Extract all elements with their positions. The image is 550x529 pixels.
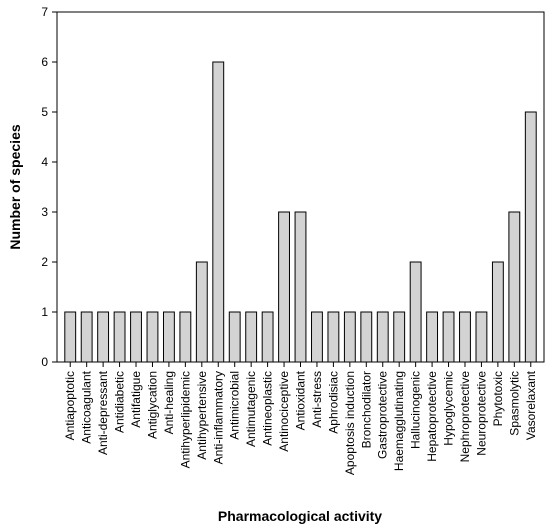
bar-phytotoxic (491, 261, 504, 363)
y-tick-label: 7 (41, 5, 48, 19)
x-tick-label: Anti-depressant (96, 370, 110, 455)
bar-antimutagenic (245, 311, 258, 363)
x-tick-label: Vasorelaxant (524, 370, 538, 440)
bar-antiapoptotic (64, 311, 77, 363)
x-tick-label: Anti-healing (162, 371, 176, 434)
y-tick-label: 5 (41, 105, 48, 119)
bar-antihypertensive (195, 261, 208, 363)
x-tick-label: Nephroprotective (458, 371, 472, 463)
bar-nephroprotective (459, 311, 471, 363)
bar-anticoagulant (80, 311, 93, 363)
x-tick-label: Antiapoptotic (63, 371, 77, 440)
bar-anti-healing (162, 311, 175, 363)
x-tick-label: Haemagglutinating (392, 371, 406, 471)
bar-bronchodilator (360, 311, 373, 363)
x-axis-title: Pharmacological activity (218, 508, 382, 524)
x-tick-label: Antiglycation (145, 371, 159, 439)
x-tick-label: Hallucinogenic (409, 371, 423, 449)
bar-anti-inflammatory (212, 61, 225, 363)
x-tick-label: Spasmolytic (507, 371, 521, 436)
bar-aphrodisiac (327, 311, 340, 363)
bar-antifatigue (130, 311, 142, 363)
bar-antinociceptive (278, 211, 290, 363)
x-tick-label: Anticoagulant (80, 370, 94, 443)
bar-antimicrobial (228, 311, 241, 363)
bar-haemagglutinating (393, 311, 406, 363)
x-tick-label: Hypoglycemic (442, 371, 456, 446)
x-tick-label: Antimicrobial (228, 371, 242, 440)
x-tick-label: Anti-stress (310, 371, 324, 428)
bar-antineoplastic (261, 311, 274, 363)
y-tick-label: 6 (41, 55, 48, 69)
x-tick-label: Antinociceptive (277, 371, 291, 452)
x-tick-label: Antineoplastic (261, 371, 275, 446)
bar-spasmolytic (508, 211, 521, 363)
x-axis: Antiapoptotic Anticoagulant Anti-depressan… (63, 362, 538, 475)
x-tick-label: Gastroprotective (376, 371, 390, 459)
bar-antidiabetic (113, 311, 126, 363)
x-tick-label: Antihypertensive (195, 371, 209, 460)
bar-vasorelaxant (524, 111, 537, 363)
x-tick-label: Hepatoprotective (425, 371, 439, 462)
y-tick-label: 1 (41, 305, 48, 319)
x-tick-label: Bronchodilator (359, 371, 373, 448)
x-tick-label: Neuroprotective (474, 371, 488, 456)
y-tick-label: 4 (41, 155, 48, 169)
bar-antioxidant (294, 211, 307, 363)
y-axis-title: Number of species (7, 124, 23, 249)
bars-group (64, 61, 537, 363)
x-tick-label: Antifatigue (129, 371, 143, 428)
x-tick-label: Aphrodisiac (326, 371, 340, 434)
x-tick-label: Antimutagenic (244, 371, 258, 447)
bar-antihyperlipidemic (179, 311, 192, 363)
bar-apoptosis-induction (343, 311, 356, 363)
y-tick-label: 0 (41, 355, 48, 369)
bar-antiglycation (146, 311, 159, 363)
bar-hypoglycemic (442, 311, 455, 363)
bar-gastroprotective (376, 311, 389, 363)
y-tick-label: 2 (41, 255, 48, 269)
x-tick-label: Antioxidant (294, 370, 308, 430)
y-tick-label: 3 (41, 205, 48, 219)
bar-hepatoprotective (426, 311, 439, 363)
bar-anti-stress (311, 311, 323, 363)
x-tick-label: Apoptosis induction (343, 371, 357, 475)
x-tick-label: Phytotoxic (491, 371, 505, 426)
bar-anti-depressant (97, 311, 110, 363)
x-tick-label: Anti-inflammatory (211, 371, 225, 464)
bar-neuroprotective (475, 311, 488, 363)
x-tick-label: Antihyperlipidemic (178, 371, 192, 468)
bar-hallucinogenic (409, 261, 422, 363)
x-tick-label: Antidiabetic (113, 371, 127, 433)
